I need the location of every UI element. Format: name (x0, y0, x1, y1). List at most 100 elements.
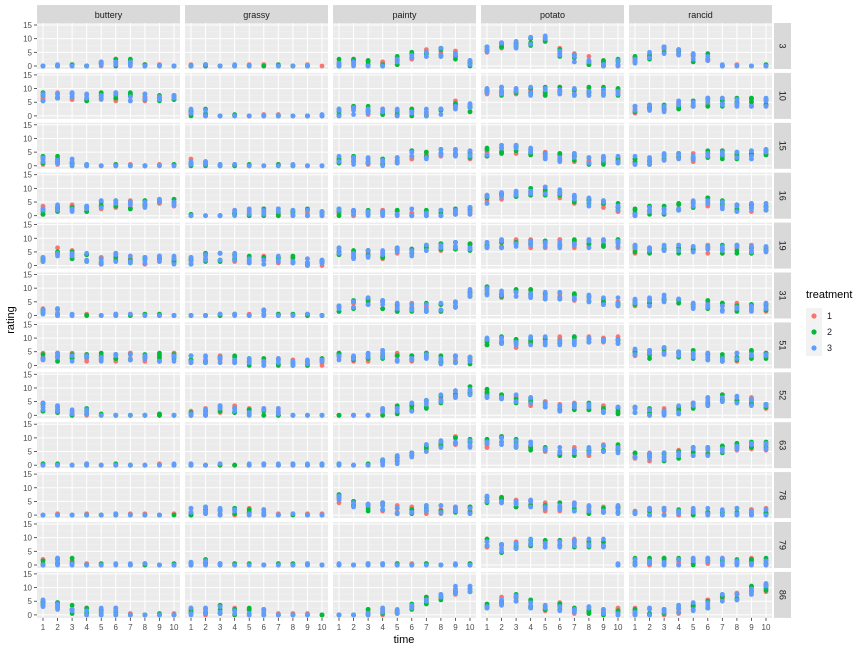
point-treatment-2 (633, 451, 638, 456)
point-treatment-3 (705, 96, 710, 101)
point-treatment-3 (99, 356, 104, 361)
point-treatment-3 (514, 244, 519, 249)
point-treatment-2 (468, 109, 473, 114)
point-treatment-3 (633, 352, 638, 357)
point-treatment-3 (514, 46, 519, 51)
point-treatment-3 (203, 108, 208, 113)
point-treatment-3 (305, 114, 310, 119)
point-treatment-3 (514, 146, 519, 151)
point-treatment-3 (142, 463, 147, 468)
point-treatment-3 (572, 509, 577, 514)
point-treatment-2 (557, 151, 562, 156)
point-treatment-3 (543, 405, 548, 410)
point-treatment-3 (764, 147, 769, 152)
point-treatment-3 (705, 358, 710, 363)
point-treatment-3 (218, 312, 223, 317)
point-treatment-3 (70, 254, 75, 259)
point-treatment-3 (70, 513, 75, 518)
facet-panel-painty-78 (333, 472, 476, 518)
point-treatment-3 (337, 64, 342, 69)
point-treatment-3 (453, 509, 458, 514)
point-treatment-3 (232, 360, 237, 365)
point-treatment-3 (41, 255, 46, 260)
point-treatment-3 (142, 513, 147, 518)
point-treatment-3 (142, 258, 147, 263)
point-treatment-3 (616, 503, 621, 508)
point-treatment-2 (380, 413, 385, 418)
point-treatment-3 (218, 506, 223, 511)
point-treatment-3 (633, 410, 638, 415)
point-treatment-3 (647, 103, 652, 108)
facet-panel-painty-63 (333, 422, 476, 468)
point-treatment-3 (55, 406, 60, 411)
point-treatment-3 (351, 299, 356, 304)
point-treatment-3 (366, 107, 371, 112)
point-treatment-3 (662, 51, 667, 56)
point-treatment-3 (514, 39, 519, 44)
point-treatment-3 (84, 353, 89, 358)
point-treatment-3 (499, 237, 504, 242)
point-treatment-3 (366, 159, 371, 164)
panel-background (629, 322, 772, 368)
point-treatment-3 (70, 407, 75, 412)
point-treatment-3 (633, 57, 638, 62)
point-treatment-3 (586, 196, 591, 201)
point-treatment-3 (691, 250, 696, 255)
point-treatment-3 (662, 513, 667, 518)
point-treatment-3 (485, 336, 490, 341)
point-treatment-3 (157, 64, 162, 69)
point-treatment-3 (586, 204, 591, 209)
point-treatment-3 (676, 157, 681, 162)
point-treatment-3 (305, 312, 310, 317)
point-treatment-3 (749, 306, 754, 311)
point-treatment-2 (157, 351, 162, 356)
point-treatment-3 (84, 258, 89, 263)
point-treatment-3 (764, 104, 769, 109)
point-treatment-3 (41, 405, 46, 410)
facet-panel-painty-3 (333, 23, 476, 69)
point-treatment-3 (70, 412, 75, 417)
point-treatment-3 (320, 213, 325, 218)
point-treatment-3 (276, 254, 281, 259)
point-treatment-3 (424, 503, 429, 508)
point-treatment-3 (647, 413, 652, 418)
point-treatment-3 (633, 243, 638, 248)
point-treatment-3 (485, 498, 490, 503)
point-treatment-3 (41, 206, 46, 211)
point-treatment-3 (55, 513, 60, 518)
point-treatment-3 (720, 304, 725, 309)
point-treatment-3 (247, 163, 252, 168)
point-treatment-3 (84, 461, 89, 466)
point-treatment-1 (557, 334, 562, 339)
point-treatment-3 (70, 312, 75, 317)
point-treatment-3 (543, 294, 548, 299)
point-treatment-3 (691, 157, 696, 162)
point-treatment-3 (84, 513, 89, 518)
point-treatment-2 (586, 85, 591, 90)
point-treatment-3 (616, 405, 621, 410)
point-treatment-3 (70, 94, 75, 99)
point-treatment-3 (485, 152, 490, 157)
point-treatment-3 (616, 159, 621, 164)
point-treatment-3 (764, 96, 769, 101)
point-treatment-3 (395, 60, 400, 65)
point-treatment-3 (337, 206, 342, 211)
point-treatment-3 (734, 202, 739, 207)
point-treatment-3 (218, 114, 223, 119)
point-treatment-3 (424, 213, 429, 218)
point-treatment-3 (99, 198, 104, 203)
point-treatment-3 (424, 114, 429, 119)
point-treatment-3 (261, 258, 266, 263)
point-treatment-3 (218, 403, 223, 408)
point-treatment-3 (616, 304, 621, 309)
point-treatment-3 (572, 503, 577, 508)
point-treatment-3 (218, 258, 223, 263)
facet-panel-potato-3 (481, 23, 624, 69)
point-treatment-3 (438, 510, 443, 515)
point-treatment-2 (261, 413, 266, 418)
point-treatment-3 (764, 446, 769, 451)
point-treatment-3 (720, 64, 725, 69)
point-treatment-3 (543, 340, 548, 345)
point-treatment-3 (55, 92, 60, 97)
point-treatment-2 (247, 507, 252, 512)
